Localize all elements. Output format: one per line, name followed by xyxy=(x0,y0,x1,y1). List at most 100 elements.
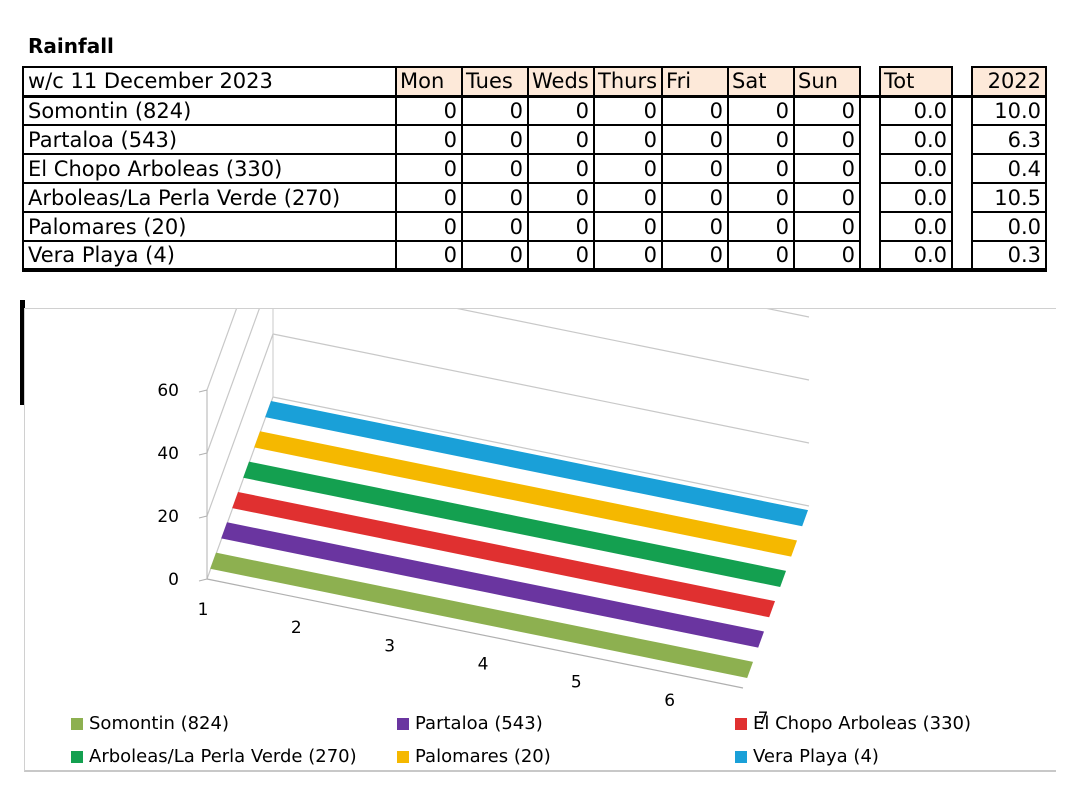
day-value: 0 xyxy=(793,124,862,155)
series-ribbon xyxy=(221,522,765,648)
station-name: Palomares (20) xyxy=(22,211,397,242)
legend-item: Vera Playa (4) xyxy=(735,746,879,767)
total-value: 0.0 xyxy=(879,124,954,155)
day-value: 0 xyxy=(395,153,463,184)
day-value: 0 xyxy=(395,240,463,272)
x-tick-label: 7 xyxy=(758,709,769,729)
station-name: El Chopo Arboleas (330) xyxy=(22,153,397,184)
column-gap xyxy=(951,154,974,183)
day-header: Tues xyxy=(461,66,529,98)
day-value: 0 xyxy=(793,211,862,242)
series-ribbon xyxy=(254,431,798,557)
back-wall-gridline xyxy=(766,309,810,318)
week-label: w/c 11 December 2023 xyxy=(22,66,397,98)
column-gap xyxy=(951,96,974,125)
legend-item: Somontin (824) xyxy=(71,713,229,734)
day-value: 0 xyxy=(793,153,862,184)
legend-label: Partaloa (543) xyxy=(415,713,543,734)
column-gap xyxy=(859,154,882,183)
x-tick-label: 5 xyxy=(571,673,582,693)
year-value: 0.4 xyxy=(971,153,1048,184)
day-value: 0 xyxy=(461,95,529,126)
day-value: 0 xyxy=(592,240,664,272)
column-gap xyxy=(951,183,974,212)
legend-item: Arboleas/La Perla Verde (270) xyxy=(71,746,357,767)
day-value: 0 xyxy=(461,124,529,155)
y-tick-mark xyxy=(198,515,208,519)
legend-label: Arboleas/La Perla Verde (270) xyxy=(89,746,357,767)
back-wall-gridline xyxy=(272,396,810,507)
table-border xyxy=(20,300,25,405)
left-wall-gridline xyxy=(206,309,238,391)
day-value: 0 xyxy=(661,153,730,184)
legend-swatch xyxy=(735,750,747,763)
day-value: 0 xyxy=(592,211,664,242)
day-value: 0 xyxy=(793,240,862,272)
station-name: Arboleas/La Perla Verde (270) xyxy=(22,182,397,213)
y-tick-mark xyxy=(198,389,208,393)
column-gap xyxy=(859,125,882,154)
day-value: 0 xyxy=(793,95,862,126)
day-value: 0 xyxy=(527,240,595,272)
x-tick-label: 2 xyxy=(291,618,302,638)
day-value: 0 xyxy=(592,182,664,213)
day-value: 0 xyxy=(527,153,595,184)
day-value: 0 xyxy=(395,182,463,213)
day-value: 0 xyxy=(661,124,730,155)
day-header: Fri xyxy=(661,66,730,98)
table-row: Palomares (20) 0 0 0 0 0 0 0 0.0 0.0 xyxy=(22,211,1048,242)
legend-swatch xyxy=(735,717,747,730)
legend-swatch xyxy=(71,717,83,730)
day-value: 0 xyxy=(727,95,796,126)
table-row: Partaloa (543) 0 0 0 0 0 0 0 0.0 6.3 xyxy=(22,124,1048,155)
day-value: 0 xyxy=(592,124,664,155)
rainfall-chart: 0 20 40 60 1 2 3 4 5 6 7 Somontin (824) Partaloa (5… xyxy=(24,308,1056,772)
legend-swatch xyxy=(71,750,83,763)
day-value: 0 xyxy=(461,153,529,184)
y-tick-label: 20 xyxy=(157,507,179,527)
x-tick-label: 3 xyxy=(384,636,395,656)
legend-item: Partaloa (543) xyxy=(397,713,543,734)
year-header: 2022 xyxy=(971,66,1048,98)
left-wall-gridline xyxy=(206,309,260,454)
legend-label: Palomares (20) xyxy=(415,746,551,767)
day-value: 0 xyxy=(727,153,796,184)
day-value: 0 xyxy=(727,211,796,242)
station-name: Partaloa (543) xyxy=(22,124,397,155)
y-tick-label: 0 xyxy=(168,570,179,590)
day-value: 0 xyxy=(661,182,730,213)
total-header: Tot xyxy=(879,66,954,98)
day-value: 0 xyxy=(661,211,730,242)
column-gap xyxy=(859,96,882,125)
series-ribbon xyxy=(265,400,809,527)
table-row: Somontin (824) 0 0 0 0 0 0 0 0.0 10.0 xyxy=(22,95,1048,126)
day-header: Mon xyxy=(395,66,463,98)
day-value: 0 xyxy=(527,95,595,126)
day-value: 0 xyxy=(461,182,529,213)
legend-label: El Chopo Arboleas (330) xyxy=(753,713,972,734)
y-tick-label: 60 xyxy=(157,381,179,401)
rainfall-table: w/c 11 December 2023 Mon Tues Weds Thurs Fri S… xyxy=(22,66,1048,272)
series-ribbon xyxy=(232,491,776,618)
back-wall-gridline xyxy=(272,333,810,444)
day-value: 0 xyxy=(793,182,862,213)
day-value: 0 xyxy=(727,182,796,213)
day-value: 0 xyxy=(527,211,595,242)
year-value: 6.3 xyxy=(971,124,1048,155)
x-tick-label: 6 xyxy=(664,691,675,711)
y-tick-mark xyxy=(198,452,208,456)
total-value: 0.0 xyxy=(879,182,954,213)
table-header-row: w/c 11 December 2023 Mon Tues Weds Thurs Fri S… xyxy=(22,66,1048,98)
legend-label: Somontin (824) xyxy=(89,713,229,734)
chart-svg: 0 20 40 60 1 2 3 4 5 6 7 xyxy=(157,309,810,729)
day-value: 0 xyxy=(461,211,529,242)
total-value: 0.0 xyxy=(879,153,954,184)
year-value: 0.3 xyxy=(971,240,1048,272)
day-value: 0 xyxy=(592,153,664,184)
year-value: 10.0 xyxy=(971,95,1048,126)
day-value: 0 xyxy=(527,182,595,213)
x-tick-label: 1 xyxy=(198,600,209,620)
day-value: 0 xyxy=(592,95,664,126)
y-tick-label: 40 xyxy=(157,444,179,464)
day-value: 0 xyxy=(395,95,463,126)
